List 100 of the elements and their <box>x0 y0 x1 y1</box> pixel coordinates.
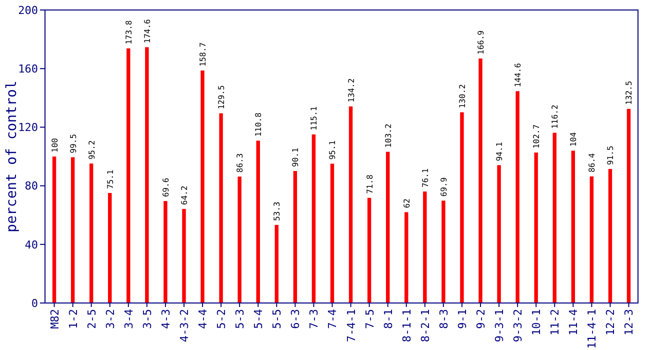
y-tick-label: 80 <box>24 180 38 193</box>
bar <box>608 168 612 303</box>
data-label: 100 <box>50 138 60 152</box>
data-label: 91.5 <box>606 146 616 165</box>
y-tick-label: 160 <box>18 62 38 76</box>
x-tick-label: 6-3 <box>289 309 302 329</box>
data-label: 102.7 <box>532 124 542 149</box>
x-tick-label: 1-2 <box>66 309 80 329</box>
x-tick-label: M82 <box>48 309 62 329</box>
bar <box>626 108 631 303</box>
data-label: 86.4 <box>588 152 597 172</box>
data-label: 53.3 <box>272 201 282 221</box>
x-tick-label: 9-3-1 <box>493 309 506 342</box>
bar <box>460 112 464 303</box>
data-label: 166.9 <box>476 30 486 54</box>
bar <box>423 192 427 303</box>
data-label: 95.1 <box>328 140 338 160</box>
x-tick-label: 5-3 <box>234 309 247 329</box>
data-label: 104 <box>569 132 578 147</box>
bar <box>108 192 112 303</box>
x-tick-label: 9-2 <box>474 309 488 329</box>
bar <box>200 70 204 303</box>
bar <box>367 198 372 303</box>
data-label: 115.1 <box>310 106 319 130</box>
x-tick-label: 12-3 <box>622 309 636 336</box>
bar <box>293 171 298 303</box>
x-tick-label: 5-2 <box>215 309 228 329</box>
x-tick-label: 5-4 <box>252 308 266 329</box>
x-tick-label: 7-4-1 <box>344 309 358 342</box>
data-label: 71.8 <box>365 174 374 194</box>
x-tick-label: 5-5 <box>270 309 284 329</box>
x-tick-label: 4-3 <box>159 309 172 329</box>
x-tick-label: 4-4 <box>196 308 210 329</box>
data-label: 69.6 <box>161 178 170 198</box>
data-label: 99.5 <box>68 134 78 154</box>
data-label: 158.7 <box>198 42 208 67</box>
y-tick-label: 40 <box>24 238 38 252</box>
x-tick-label: 8-1 <box>382 309 395 329</box>
y-tick-label: 120 <box>18 121 38 134</box>
data-label: 94.1 <box>495 142 504 162</box>
x-tick-label: 11-2 <box>548 309 562 336</box>
bar <box>386 152 390 303</box>
bar <box>238 176 242 303</box>
x-tick-label: 4-3-2 <box>178 309 191 342</box>
bar <box>145 47 149 303</box>
data-label: 144.6 <box>514 62 523 88</box>
y-tick-label: 200 <box>18 4 38 17</box>
bar <box>89 164 94 303</box>
x-tick-label: 3-4 <box>122 308 136 329</box>
bar <box>348 106 353 303</box>
x-tick-label: 7-3 <box>308 309 321 329</box>
data-label: 69.9 <box>439 177 448 197</box>
bar <box>274 224 278 303</box>
bar <box>497 165 501 303</box>
data-label: 86.3 <box>236 153 245 173</box>
y-axis-title: percent of control <box>4 80 20 232</box>
x-tick-label: 8-1-1 <box>400 309 414 342</box>
bar <box>590 176 594 303</box>
data-label: 130.2 <box>458 84 467 108</box>
bar <box>534 152 538 303</box>
x-tick-label: 9-3-2 <box>512 309 525 342</box>
data-label: 129.5 <box>217 85 226 110</box>
x-tick-label: 7-4 <box>326 308 340 329</box>
x-tick-label: 8-3 <box>437 309 450 329</box>
data-label: 95.2 <box>87 140 96 160</box>
bar <box>312 134 316 303</box>
bar <box>442 200 446 303</box>
data-label: 132.5 <box>624 80 634 105</box>
x-tick-label: 10-1 <box>530 309 544 336</box>
data-label: 75.1 <box>106 170 115 189</box>
x-tick-label: 12-2 <box>604 309 618 336</box>
x-tick-label: 3-2 <box>104 309 117 329</box>
x-tick-label: 3-5 <box>140 309 154 329</box>
bar <box>330 164 334 303</box>
data-label: 90.1 <box>291 148 300 168</box>
y-tick-label: 0 <box>31 296 38 310</box>
x-tick-label: 2-5 <box>85 309 98 329</box>
bar <box>126 48 130 303</box>
data-label: 62 <box>402 198 412 208</box>
bar <box>571 150 575 303</box>
bar <box>164 201 168 303</box>
bar <box>404 212 408 303</box>
data-label: 174.6 <box>142 18 152 44</box>
x-tick-label: 9-1 <box>456 309 469 329</box>
x-tick-label: 7-5 <box>363 309 376 329</box>
data-label: 116.2 <box>550 104 560 129</box>
x-tick-label: 11-4 <box>567 308 580 336</box>
bar <box>552 132 556 303</box>
bar <box>70 157 75 303</box>
bar <box>478 58 482 303</box>
bar <box>219 113 223 303</box>
data-label: 134.2 <box>346 78 356 102</box>
bar <box>52 156 56 303</box>
x-tick-label: 8-2-1 <box>418 309 432 342</box>
data-label: 173.8 <box>124 20 134 44</box>
data-label: 103.2 <box>384 124 393 148</box>
bar <box>256 140 260 303</box>
bar <box>182 208 186 303</box>
x-tick-label: 11-4-1 <box>586 309 599 349</box>
data-label: 64.2 <box>180 186 189 205</box>
